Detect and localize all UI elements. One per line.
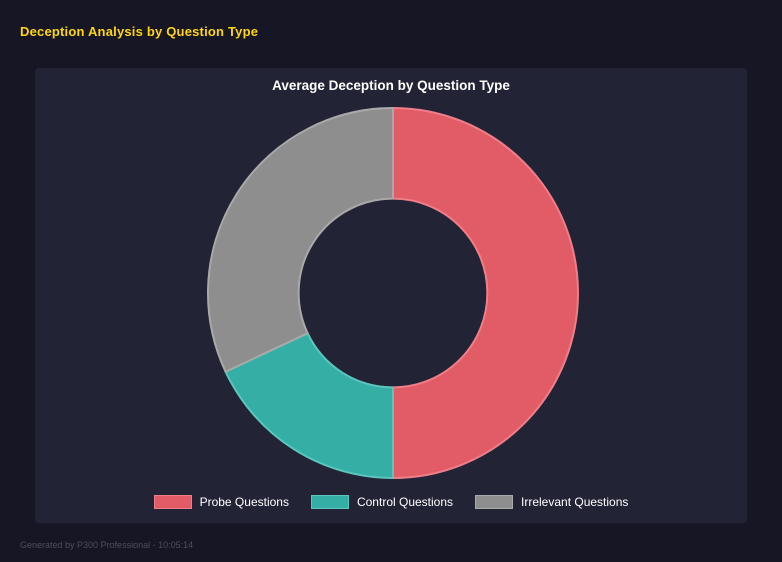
legend-item-control-questions[interactable]: Control Questions <box>310 495 454 509</box>
donut-chart-svg <box>207 107 579 479</box>
chart-title: Average Deception by Question Type <box>272 78 510 93</box>
footer-text: Generated by P300 Professional - 10:05:1… <box>20 540 194 550</box>
legend-item-probe-questions[interactable]: Probe Questions <box>153 495 289 509</box>
legend-label: Irrelevant Questions <box>521 495 629 509</box>
donut-chart <box>203 103 583 483</box>
legend-swatch-probe-questions <box>153 495 192 509</box>
donut-segment-irrelevant-questions[interactable] <box>207 107 394 373</box>
donut-segment-control-questions[interactable] <box>224 332 394 479</box>
legend-label: Control Questions <box>356 495 454 509</box>
legend-swatch-irrelevant-questions <box>475 495 514 509</box>
page-title: Deception Analysis by Question Type <box>20 24 259 39</box>
donut-segment-probe-questions[interactable] <box>392 107 579 479</box>
legend-swatch-control-questions <box>310 495 349 509</box>
chart-panel: Average Deception by Question Type Probe… <box>35 68 747 523</box>
legend-item-irrelevant-questions[interactable]: Irrelevant Questions <box>475 495 628 509</box>
chart-legend: Probe Questions Control Questions Irreleva… <box>35 495 747 509</box>
legend-label: Probe Questions <box>199 495 289 509</box>
